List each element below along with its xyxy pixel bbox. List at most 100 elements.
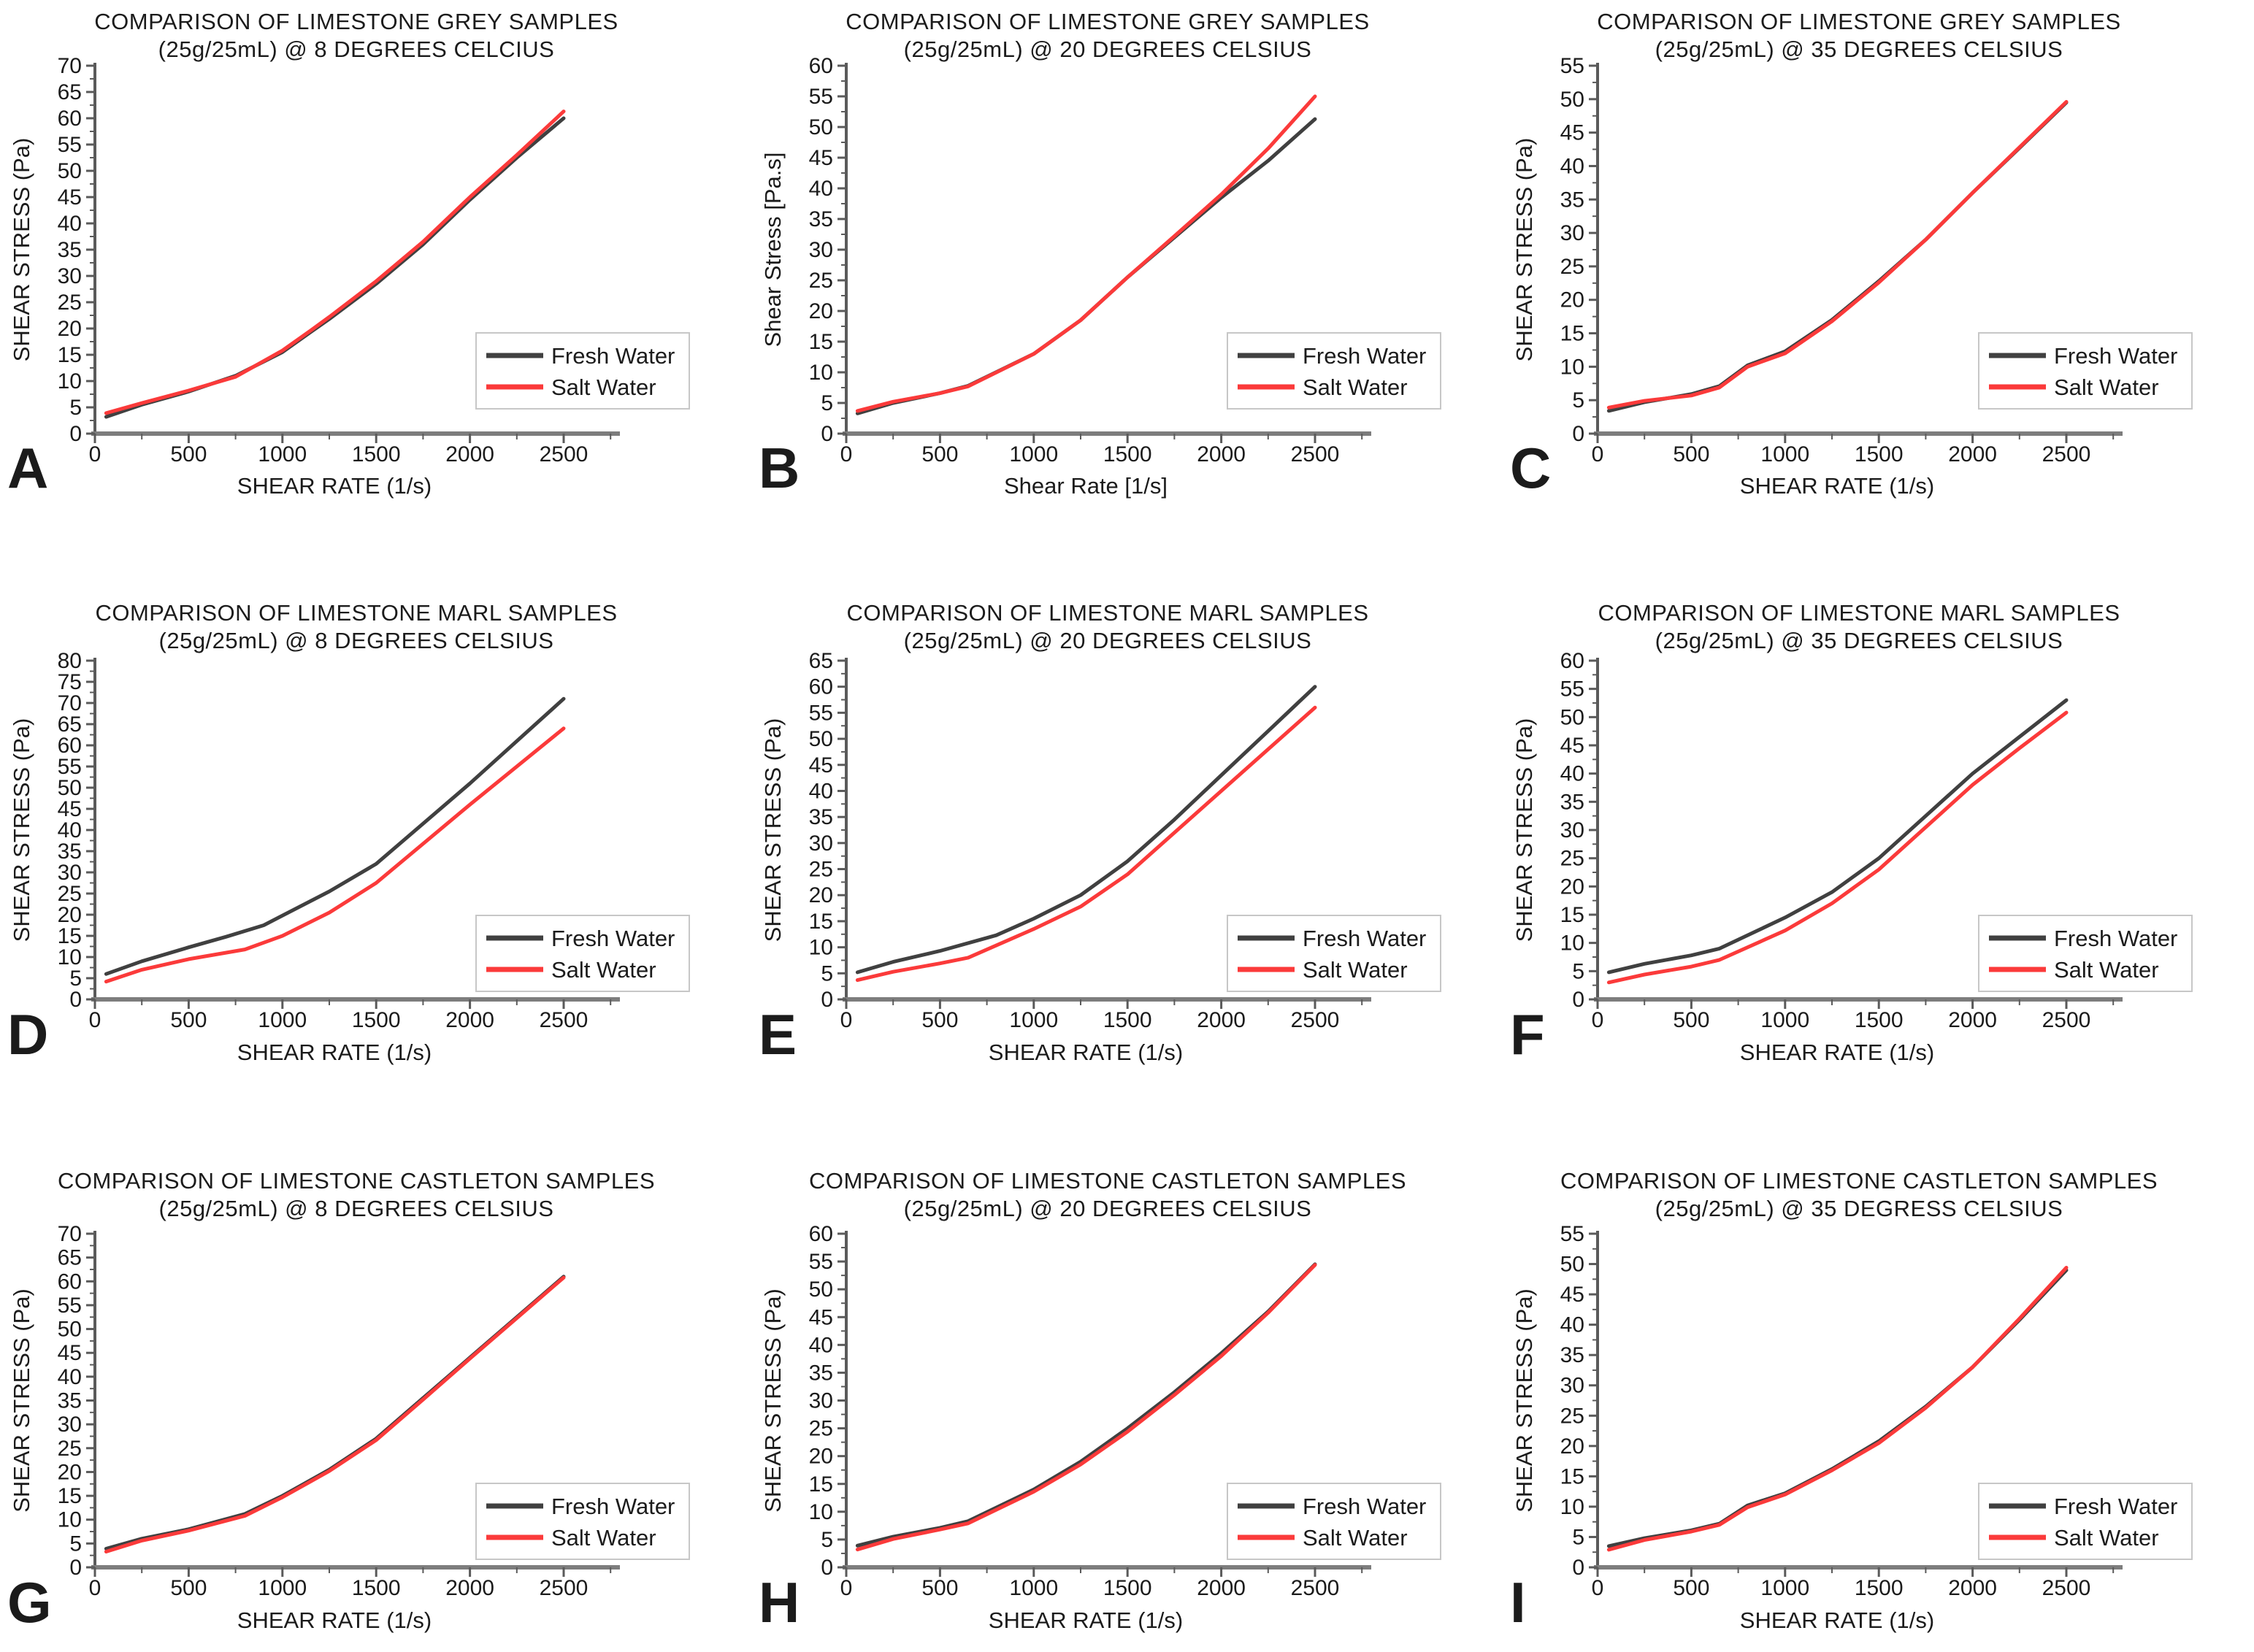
- legend-label: Fresh Water: [551, 343, 675, 369]
- legend-box: [1978, 332, 2193, 410]
- x-tick-label: 1000: [1009, 442, 1058, 466]
- x-tick-label: 2500: [2042, 1576, 2091, 1600]
- x-tick-label: 0: [840, 442, 853, 466]
- series-line-salt-water: [1606, 100, 2069, 410]
- y-tick-label: 5: [69, 396, 82, 420]
- x-axis-label: SHEAR RATE (1/s): [989, 1040, 1183, 1065]
- y-tick-label: 40: [809, 1333, 833, 1357]
- chart-canvas: COMPARISON OF LIMESTONE GREY SAMPLES (25g…: [7, 9, 690, 500]
- y-axis-label: SHEAR STRESS (Pa): [9, 1288, 34, 1513]
- y-tick-label: 45: [1560, 121, 1584, 145]
- x-tick-label: 2500: [1291, 442, 1340, 466]
- chart-panel-c: COMPARISON OF LIMESTONE GREY SAMPLES (25g…: [1503, 0, 2254, 550]
- x-tick-label: 0: [1592, 1576, 1604, 1600]
- y-tick-label: 30: [809, 831, 833, 856]
- chart-subtitle: (25g/25mL) @ 8 DEGREES CELCIUS: [158, 37, 555, 62]
- x-tick-label: 0: [89, 442, 101, 466]
- y-axis-label: SHEAR STRESS (Pa): [1511, 1288, 1537, 1513]
- y-tick-label: 35: [58, 1389, 82, 1413]
- y-tick-label: 55: [58, 1294, 82, 1318]
- x-tick-label: 1500: [1103, 442, 1152, 466]
- x-tick-label: 0: [1592, 442, 1604, 466]
- legend-label: Salt Water: [1303, 1525, 1408, 1551]
- y-tick-label: 60: [809, 1222, 833, 1246]
- y-tick-label: 15: [58, 343, 82, 367]
- x-tick-label: 1500: [1855, 1576, 1904, 1600]
- x-tick-label: 2000: [1948, 1008, 1997, 1032]
- chart-panel-f: COMPARISON OF LIMESTONE MARL SAMPLES (25g…: [1503, 550, 2254, 1101]
- y-tick-label: 55: [1560, 1222, 1584, 1246]
- x-axis-label: SHEAR RATE (1/s): [237, 1607, 432, 1633]
- legend-label: Salt Water: [2054, 374, 2159, 400]
- legend-label: Salt Water: [551, 957, 656, 983]
- y-tick-label: 15: [58, 1484, 82, 1508]
- y-tick-label: 20: [809, 883, 833, 907]
- x-tick-label: 2000: [1197, 1576, 1246, 1600]
- chart-canvas: COMPARISON OF LIMESTONE GREY SAMPLES (25g…: [759, 9, 1441, 500]
- y-tick-label: 70: [58, 691, 82, 715]
- y-tick-label: 30: [1560, 1374, 1584, 1398]
- x-tick-label: 1500: [1103, 1576, 1152, 1600]
- y-axis-label: SHEAR STRESS (Pa): [760, 718, 786, 942]
- chart-title: COMPARISON OF LIMESTONE MARL SAMPLES: [846, 600, 1368, 626]
- y-tick-label: 65: [58, 80, 82, 104]
- legend-label: Fresh Water: [2054, 343, 2177, 369]
- chart-title: COMPARISON OF LIMESTONE MARL SAMPLES: [1598, 600, 2120, 626]
- legend-label: Fresh Water: [2054, 1494, 2177, 1519]
- x-axis-label: SHEAR RATE (1/s): [1740, 473, 1934, 499]
- chart-panel-b: COMPARISON OF LIMESTONE GREY SAMPLES (25g…: [751, 0, 1503, 550]
- chart-subtitle: (25g/25mL) @ 20 DEGREES CELSIUS: [904, 628, 1312, 653]
- series-line-fresh-water: [1606, 698, 2069, 975]
- y-tick-label: 10: [58, 945, 82, 969]
- y-tick-label: 80: [58, 649, 82, 673]
- x-tick-label: 1500: [1855, 1008, 1904, 1032]
- y-tick-label: 75: [58, 670, 82, 694]
- x-tick-label: 500: [170, 442, 207, 466]
- y-axis-label: SHEAR STRESS (Pa): [9, 138, 34, 362]
- chart-panel-i: COMPARISON OF LIMESTONE CASTLETON SAMPLE…: [1503, 1101, 2254, 1651]
- y-tick-label: 25: [809, 858, 833, 882]
- y-tick-label: 40: [58, 818, 82, 842]
- series-line-salt-water: [855, 705, 1317, 983]
- y-tick-label: 35: [809, 1361, 833, 1385]
- x-tick-label: 1500: [1103, 1008, 1152, 1032]
- x-tick-label: 2500: [540, 442, 589, 466]
- y-tick-label: 50: [58, 1318, 82, 1342]
- y-tick-label: 50: [58, 159, 82, 183]
- x-tick-label: 2000: [1948, 1576, 1997, 1600]
- y-tick-label: 55: [809, 701, 833, 725]
- y-tick-label: 20: [58, 317, 82, 341]
- y-tick-label: 50: [809, 1278, 833, 1302]
- legend-box: [1227, 1483, 1441, 1560]
- y-tick-label: 40: [58, 212, 82, 236]
- chart-title: COMPARISON OF LIMESTONE GREY SAMPLES: [1597, 9, 2120, 34]
- x-axis-label: SHEAR RATE (1/s): [1740, 1607, 1934, 1633]
- x-tick-label: 500: [170, 1008, 207, 1032]
- x-tick-label: 2500: [2042, 442, 2091, 466]
- y-tick-label: 65: [809, 649, 833, 673]
- x-tick-label: 2000: [1197, 442, 1246, 466]
- panel-letter: A: [7, 436, 48, 500]
- chart-title: COMPARISON OF LIMESTONE GREY SAMPLES: [94, 9, 618, 34]
- y-tick-label: 45: [1560, 1283, 1584, 1307]
- legend-label: Salt Water: [2054, 957, 2159, 983]
- y-tick-label: 30: [58, 1413, 82, 1437]
- y-tick-label: 25: [58, 1437, 82, 1461]
- chart-subtitle: (25g/25mL) @ 35 DEGRESS CELSIUS: [1655, 1196, 2063, 1221]
- chart-panel-g: COMPARISON OF LIMESTONE CASTLETON SAMPLE…: [0, 1101, 751, 1651]
- legend-label: Fresh Water: [2054, 926, 2177, 951]
- y-tick-label: 25: [58, 291, 82, 315]
- series-line-salt-water: [855, 94, 1317, 413]
- x-tick-label: 1000: [1760, 1576, 1809, 1600]
- x-axis-label: Shear Rate [1/s]: [1004, 473, 1168, 499]
- y-tick-label: 40: [1560, 1313, 1584, 1337]
- y-tick-label: 0: [1572, 1556, 1584, 1580]
- x-tick-label: 500: [1673, 1576, 1709, 1600]
- chart-canvas: COMPARISON OF LIMESTONE CASTLETON SAMPLE…: [759, 1168, 1441, 1634]
- legend-label: Salt Water: [1303, 374, 1408, 400]
- y-tick-label: 20: [1560, 875, 1584, 899]
- y-tick-label: 25: [809, 269, 833, 293]
- y-axis-label: SHEAR STRESS (Pa): [9, 718, 34, 942]
- y-tick-label: 35: [58, 840, 82, 864]
